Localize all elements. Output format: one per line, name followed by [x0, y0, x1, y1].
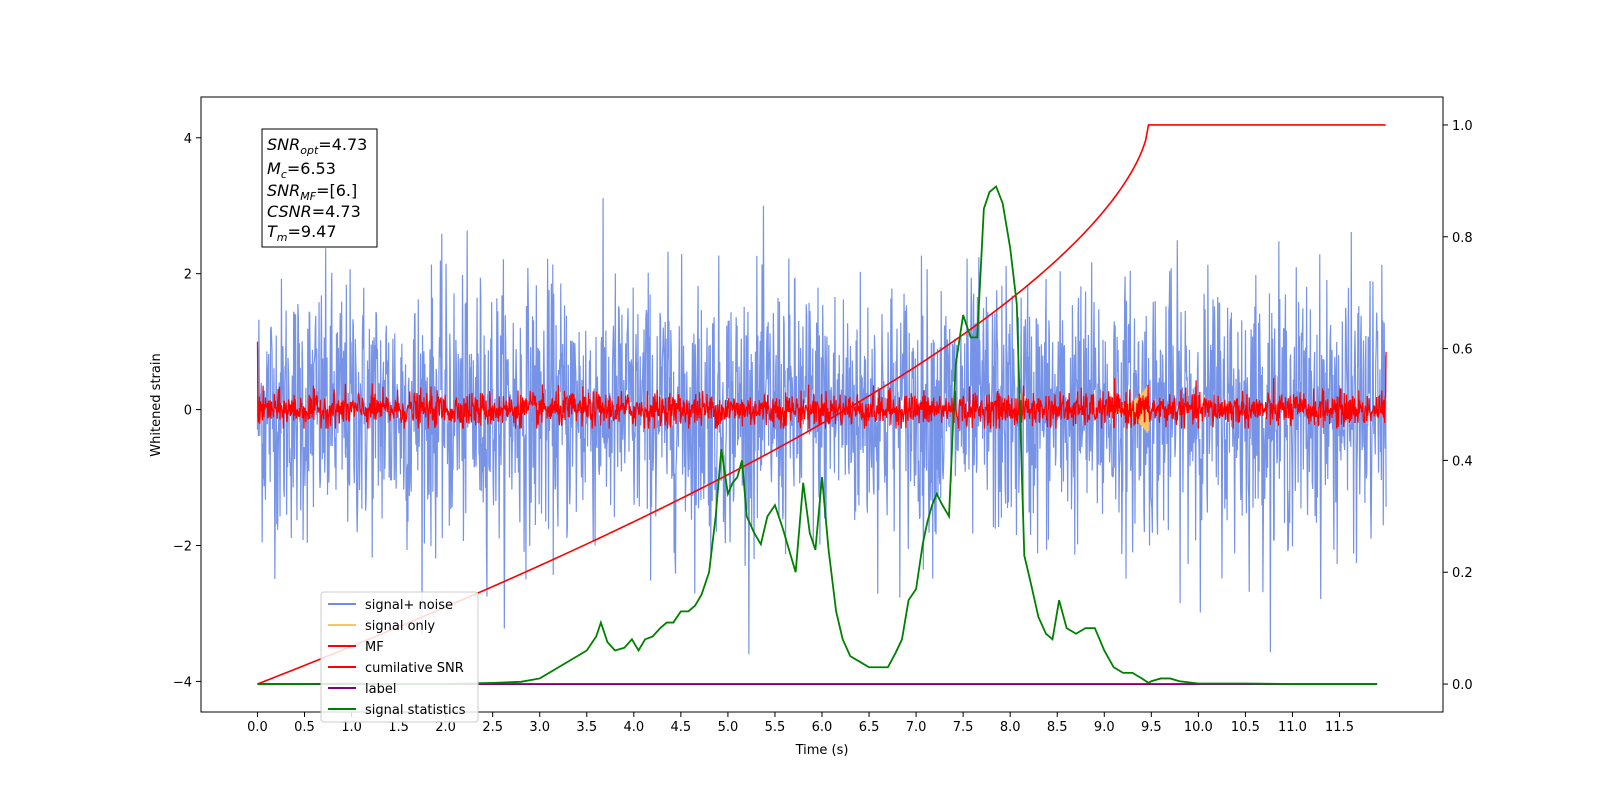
- x-tick-label: 9.0: [1094, 720, 1115, 735]
- y2-tick-label: 0.0: [1452, 678, 1473, 693]
- x-tick-label: 8.5: [1047, 720, 1068, 735]
- y-tick-label: 0: [184, 404, 192, 419]
- x-tick-label: 2.5: [482, 720, 503, 735]
- x-tick-label: 6.5: [859, 720, 880, 735]
- y-axis-right: 0.0 0.2 0.4 0.6 0.8 1.0: [1443, 119, 1473, 693]
- x-tick-label: 11.0: [1278, 720, 1307, 735]
- annotation-frame: [261, 128, 378, 248]
- x-tick-label: 9.5: [1141, 720, 1162, 735]
- x-tick-label: 3.5: [576, 720, 597, 735]
- x-tick-label: 7.0: [906, 720, 927, 735]
- legend-label-cumulative: cumilative SNR: [365, 661, 464, 676]
- y-tick-label: −4: [173, 675, 192, 690]
- series-mf-line: [256, 341, 1387, 429]
- y-axis-left: −4 −2 0 2 4: [173, 132, 201, 690]
- x-axis-label: Time (s): [795, 743, 849, 758]
- x-axis: 0.0 0.5 1.0 1.5 2.0 2.5 3.0 3.5 4.0 4.5 5.0 5.5 6.0 6…: [247, 712, 1354, 735]
- x-tick-label: 6.0: [812, 720, 833, 735]
- legend-label-signal-noise: signal+ noise: [365, 598, 453, 613]
- x-tick-label: 3.0: [529, 720, 550, 735]
- x-tick-label: 5.0: [718, 720, 739, 735]
- legend-label-stats: signal statistics: [365, 703, 466, 718]
- annotation-mc: Mc=6.53: [267, 159, 336, 181]
- legend-label-mf: MF: [365, 640, 384, 655]
- x-tick-label: 10.0: [1184, 720, 1213, 735]
- y-tick-label: −2: [173, 540, 192, 555]
- y2-tick-label: 0.8: [1452, 231, 1473, 246]
- legend: signal+ noise signal only MF cumilative …: [320, 591, 479, 723]
- legend-label-signal-only: signal only: [365, 619, 435, 634]
- x-tick-label: 2.0: [435, 720, 456, 735]
- y2-tick-label: 0.4: [1452, 454, 1473, 469]
- x-tick-label: 1.5: [388, 720, 409, 735]
- annotation-csnr: CSNR=4.73: [267, 202, 361, 221]
- series-signal-noise-line: [256, 198, 1387, 655]
- x-tick-label: 0.0: [247, 720, 268, 735]
- annotation-tm: Tm=9.47: [267, 222, 337, 244]
- y2-tick-label: 0.2: [1452, 566, 1473, 581]
- x-tick-label: 8.0: [1000, 720, 1021, 735]
- legend-frame: [320, 591, 479, 723]
- x-tick-label: 4.5: [671, 720, 692, 735]
- y2-tick-label: 1.0: [1452, 119, 1473, 134]
- annotation-snr-opt: SNRopt=4.73: [267, 135, 367, 157]
- x-tick-label: 5.5: [765, 720, 786, 735]
- annotation-snr-mf: SNRMF=[6.]: [267, 181, 357, 203]
- y-tick-label: 4: [184, 132, 192, 147]
- x-tick-label: 7.5: [953, 720, 974, 735]
- legend-label-label: label: [365, 682, 396, 697]
- y-tick-label: 2: [184, 268, 192, 283]
- x-tick-label: 1.0: [341, 720, 362, 735]
- y-axis-label: Whitened strain: [149, 353, 164, 456]
- x-tick-label: 0.5: [294, 720, 315, 735]
- series-signal-statistics-line: [257, 184, 1378, 685]
- annotation-box: SNRopt=4.73 Mc=6.53 SNRMF=[6.] CSNR=4.73…: [261, 128, 378, 248]
- y2-tick-label: 0.6: [1452, 343, 1473, 358]
- x-tick-label: 10.5: [1231, 720, 1260, 735]
- x-tick-label: 11.5: [1325, 720, 1354, 735]
- x-tick-label: 4.0: [623, 720, 644, 735]
